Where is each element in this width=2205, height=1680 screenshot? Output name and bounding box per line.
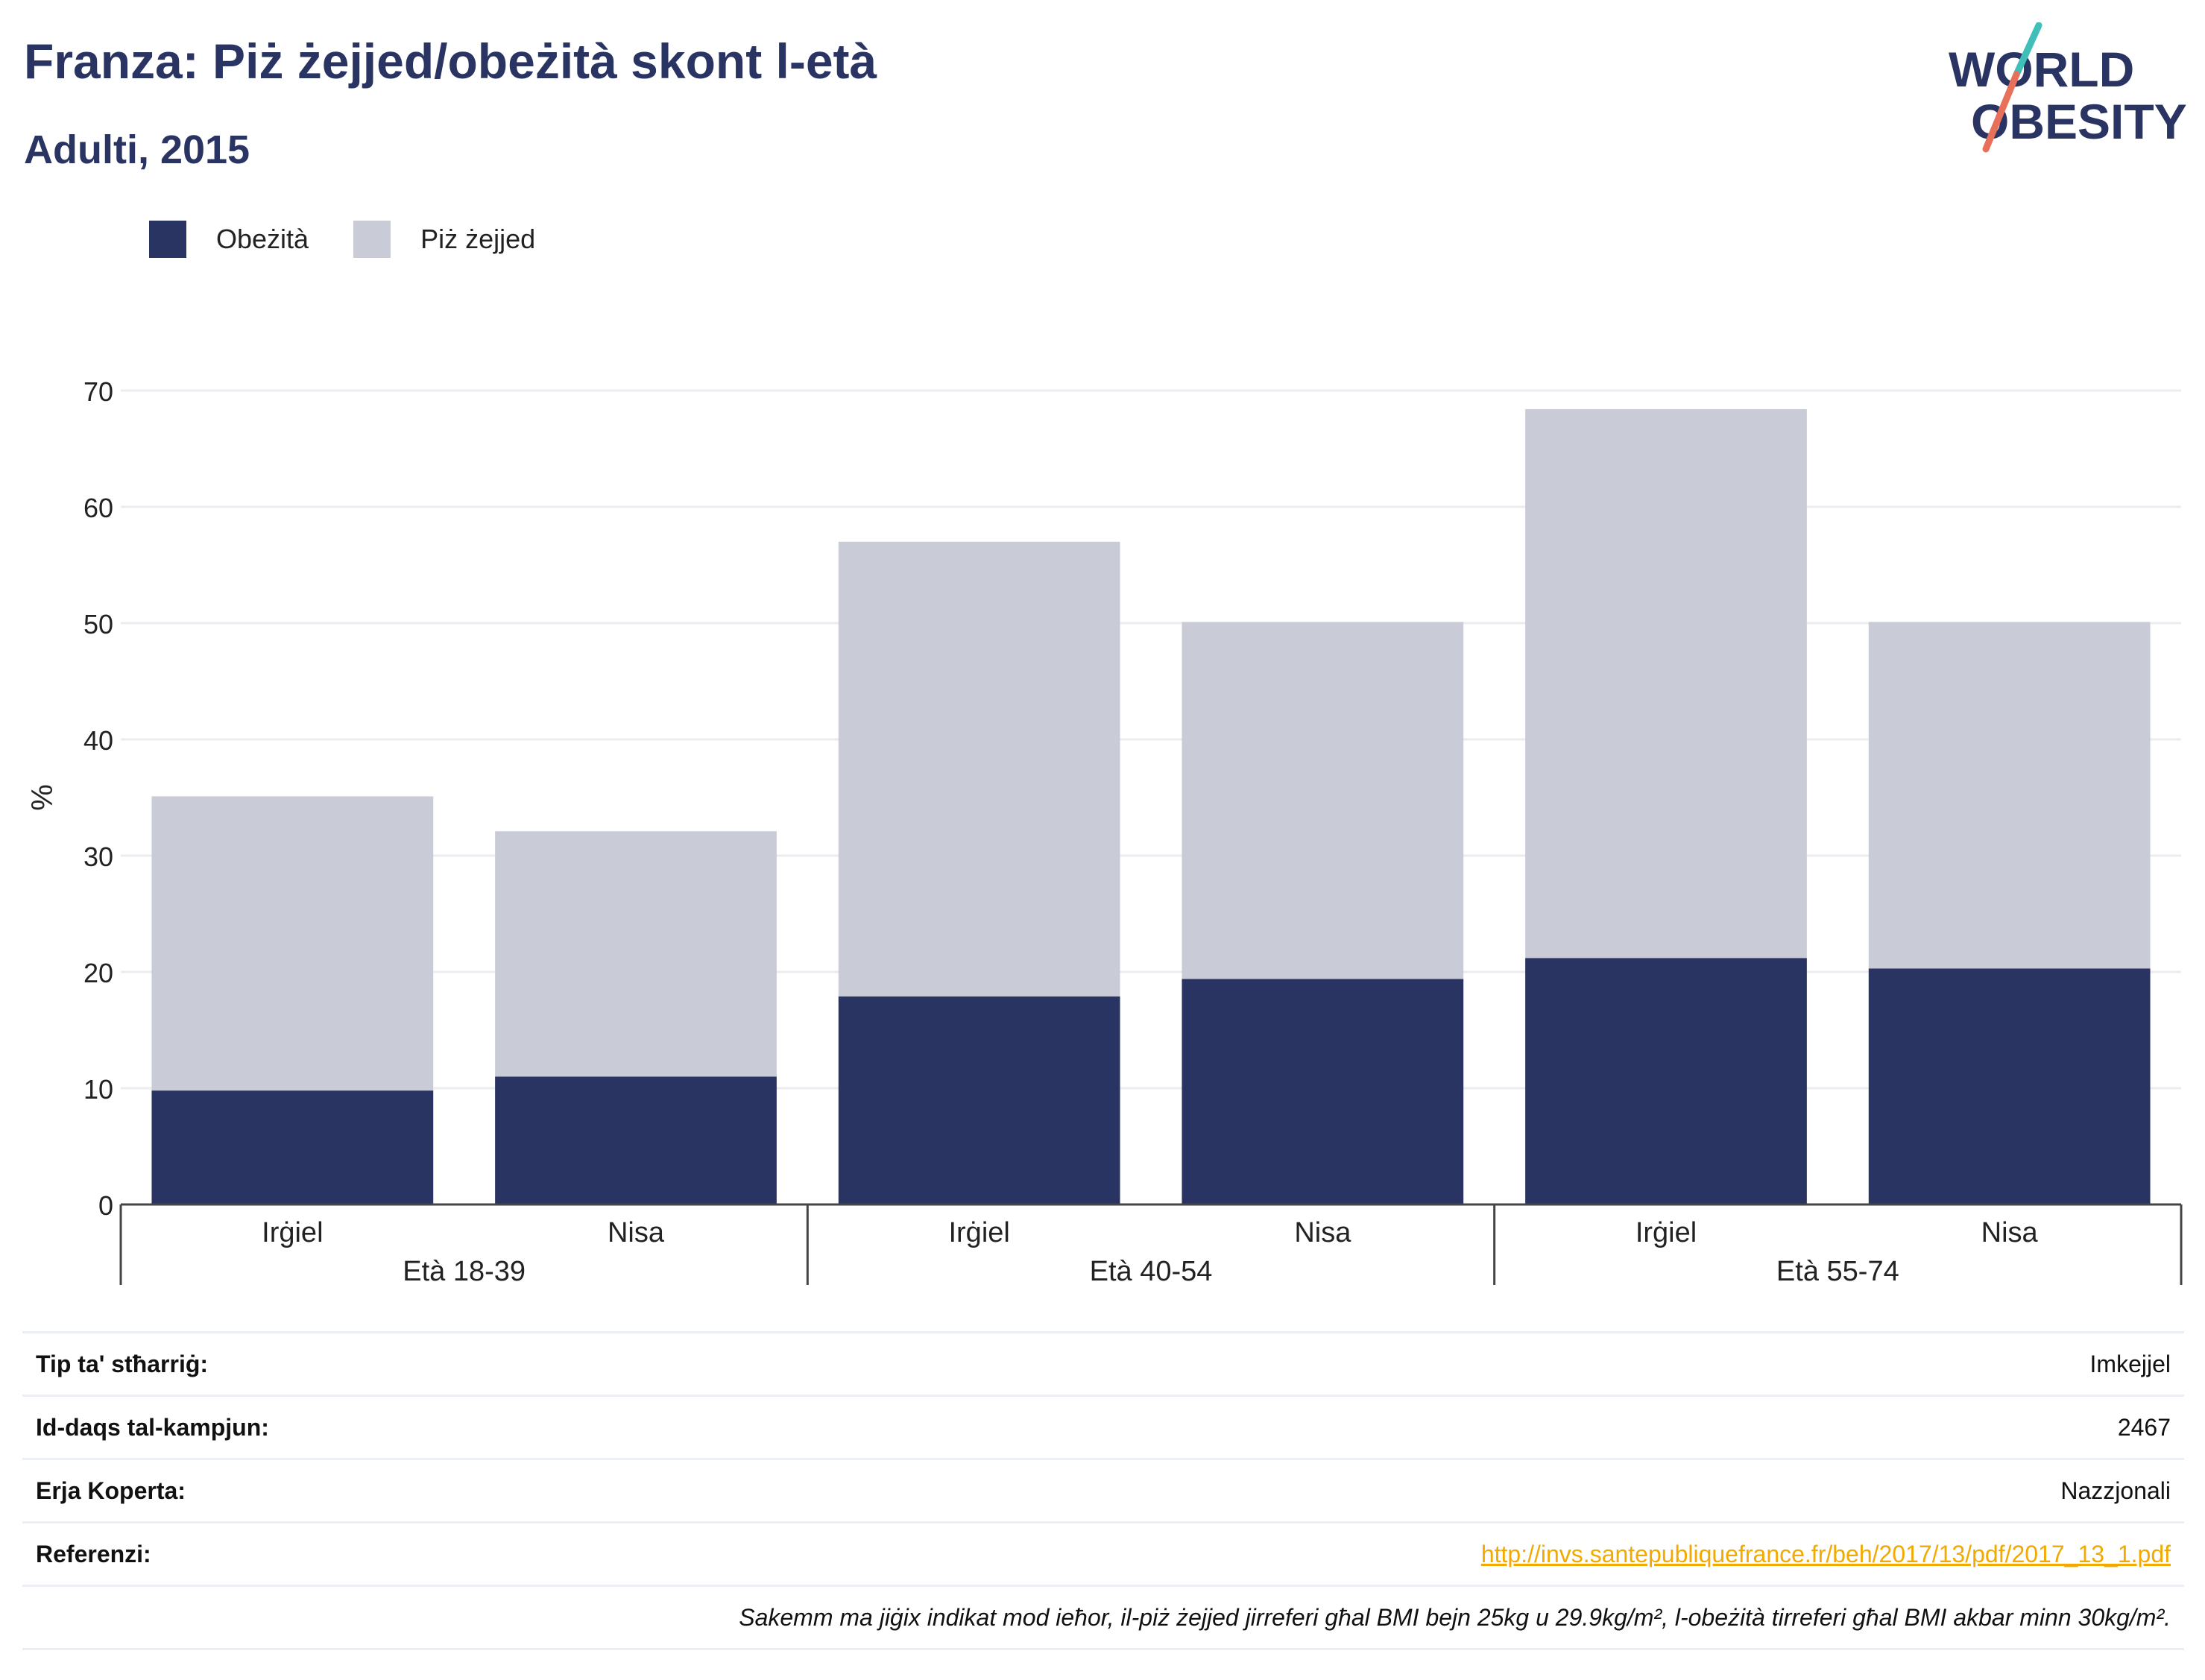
legend-label-obesity: Obeżità bbox=[216, 224, 309, 254]
bars bbox=[151, 408, 2151, 1204]
axes: 0 10 20 30 40 50 60 70% Irġiel Nisa Irġiel Nisa Irġi… bbox=[26, 376, 2183, 1287]
meta-note: Sakemm ma jiġix indikat mod ieħor, il-pi… bbox=[22, 1585, 2184, 1650]
logo-coral-stroke bbox=[1982, 71, 2020, 153]
meta-value: 2467 bbox=[2117, 1413, 2171, 1441]
x-tick-label: Irġiel bbox=[1635, 1217, 1697, 1248]
x-tick-label: Nisa bbox=[1981, 1217, 2039, 1248]
y-tick-label: 20 bbox=[83, 958, 113, 988]
gridlines bbox=[121, 389, 2181, 1090]
y-tick-label: 50 bbox=[83, 609, 113, 640]
bar-overweight[interactable] bbox=[1868, 622, 2151, 969]
legend-swatch-overweight bbox=[353, 221, 391, 258]
legend-swatch-obesity bbox=[149, 221, 186, 258]
survey-info-table: Tip ta' stħarriġ: Imkejjel Id-daqs tal-k… bbox=[22, 1331, 2184, 1650]
bar-obesity[interactable] bbox=[1525, 958, 1807, 1204]
bar-overweight[interactable] bbox=[151, 796, 434, 1091]
chart-subtitle: Adulti, 2015 bbox=[24, 127, 250, 172]
reference-link[interactable]: http://invs.santepubliquefrance.fr/beh/2… bbox=[1480, 1540, 2171, 1567]
meta-row-area: Erja Koperta: Nazzjonali bbox=[22, 1458, 2184, 1521]
bar-overweight[interactable] bbox=[838, 541, 1120, 997]
legend-item-overweight[interactable]: Piż żejjed bbox=[353, 221, 535, 258]
meta-row-survey-type: Tip ta' stħarriġ: Imkejjel bbox=[22, 1331, 2184, 1395]
legend: Obeżità Piż żejjed bbox=[149, 221, 580, 258]
y-tick-label: 30 bbox=[83, 841, 113, 872]
meta-row-sample-size: Id-daqs tal-kampjun: 2467 bbox=[22, 1395, 2184, 1458]
x-tick-label: Irġiel bbox=[262, 1217, 323, 1248]
bar-obesity[interactable] bbox=[495, 1076, 777, 1204]
meta-value: Imkejjel bbox=[2089, 1350, 2171, 1377]
logo-line1: WORLD bbox=[1949, 42, 2134, 97]
x-tick-label: Irġiel bbox=[948, 1217, 1009, 1248]
stacked-bar-chart: 0 10 20 30 40 50 60 70% Irġiel Nisa Irġiel Nisa Irġi… bbox=[26, 376, 2183, 1287]
legend-item-obesity[interactable]: Obeżità bbox=[149, 221, 309, 258]
bar-obesity[interactable] bbox=[838, 996, 1120, 1204]
meta-row-references: Referenzi: http://invs.santepubliquefran… bbox=[22, 1521, 2184, 1585]
x-tick-label: Nisa bbox=[1294, 1217, 1351, 1248]
bmi-footnote: Sakemm ma jiġix indikat mod ieħor, il-pi… bbox=[739, 1603, 2171, 1631]
bar-obesity[interactable] bbox=[1868, 968, 2151, 1204]
bar-overweight[interactable] bbox=[495, 831, 777, 1077]
y-tick-label: 70 bbox=[83, 376, 113, 407]
x-group-label: Età 40-54 bbox=[1090, 1256, 1213, 1287]
logo-teal-stroke bbox=[2013, 22, 2042, 78]
y-tick-label: 0 bbox=[98, 1190, 113, 1221]
chart-title: Franza: Piż żejjed/obeżità skont l-età bbox=[24, 34, 877, 89]
bar-obesity[interactable] bbox=[151, 1090, 434, 1204]
y-axis-title: % bbox=[26, 784, 59, 811]
meta-label: Erja Koperta: bbox=[36, 1477, 186, 1504]
y-tick-label: 60 bbox=[83, 493, 113, 523]
meta-label: Id-daqs tal-kampjun: bbox=[36, 1413, 269, 1441]
meta-value: Nazzjonali bbox=[2060, 1477, 2171, 1504]
bar-obesity[interactable] bbox=[1182, 979, 1464, 1204]
bar-overweight[interactable] bbox=[1525, 408, 1807, 959]
x-group-label: Età 55-74 bbox=[1776, 1256, 1899, 1287]
x-tick-label: Nisa bbox=[608, 1217, 665, 1248]
x-group-label: Età 18-39 bbox=[403, 1256, 526, 1287]
y-tick-label: 10 bbox=[83, 1074, 113, 1105]
world-obesity-logo: WORLD OBESITY bbox=[1949, 22, 2187, 153]
meta-label: Tip ta' stħarriġ: bbox=[36, 1350, 209, 1377]
meta-label: Referenzi: bbox=[36, 1540, 151, 1567]
y-tick-label: 40 bbox=[83, 725, 113, 756]
legend-label-overweight: Piż żejjed bbox=[420, 224, 536, 254]
bar-overweight[interactable] bbox=[1182, 622, 1464, 979]
